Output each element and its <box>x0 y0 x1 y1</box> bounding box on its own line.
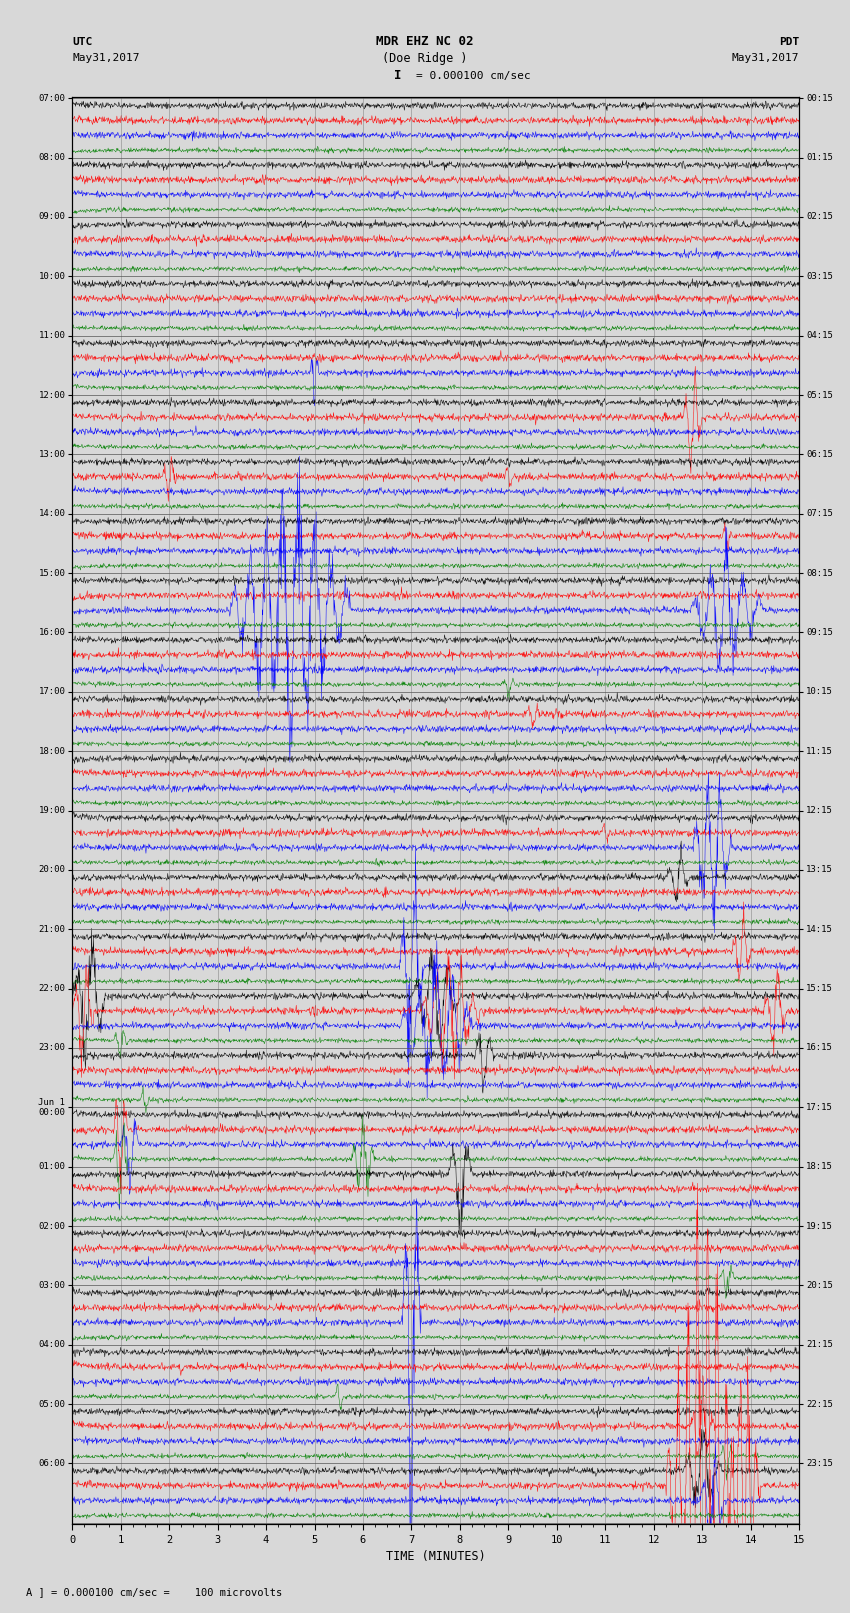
Text: PDT: PDT <box>779 37 799 47</box>
Text: UTC: UTC <box>72 37 93 47</box>
Text: May31,2017: May31,2017 <box>72 53 139 63</box>
Text: MDR EHZ NC 02: MDR EHZ NC 02 <box>377 35 473 48</box>
Text: I: I <box>394 69 401 82</box>
X-axis label: TIME (MINUTES): TIME (MINUTES) <box>386 1550 485 1563</box>
Text: A ] = 0.000100 cm/sec =    100 microvolts: A ] = 0.000100 cm/sec = 100 microvolts <box>26 1587 281 1597</box>
Text: May31,2017: May31,2017 <box>732 53 799 63</box>
Text: (Doe Ridge ): (Doe Ridge ) <box>382 52 468 65</box>
Text: = 0.000100 cm/sec: = 0.000100 cm/sec <box>416 71 531 81</box>
